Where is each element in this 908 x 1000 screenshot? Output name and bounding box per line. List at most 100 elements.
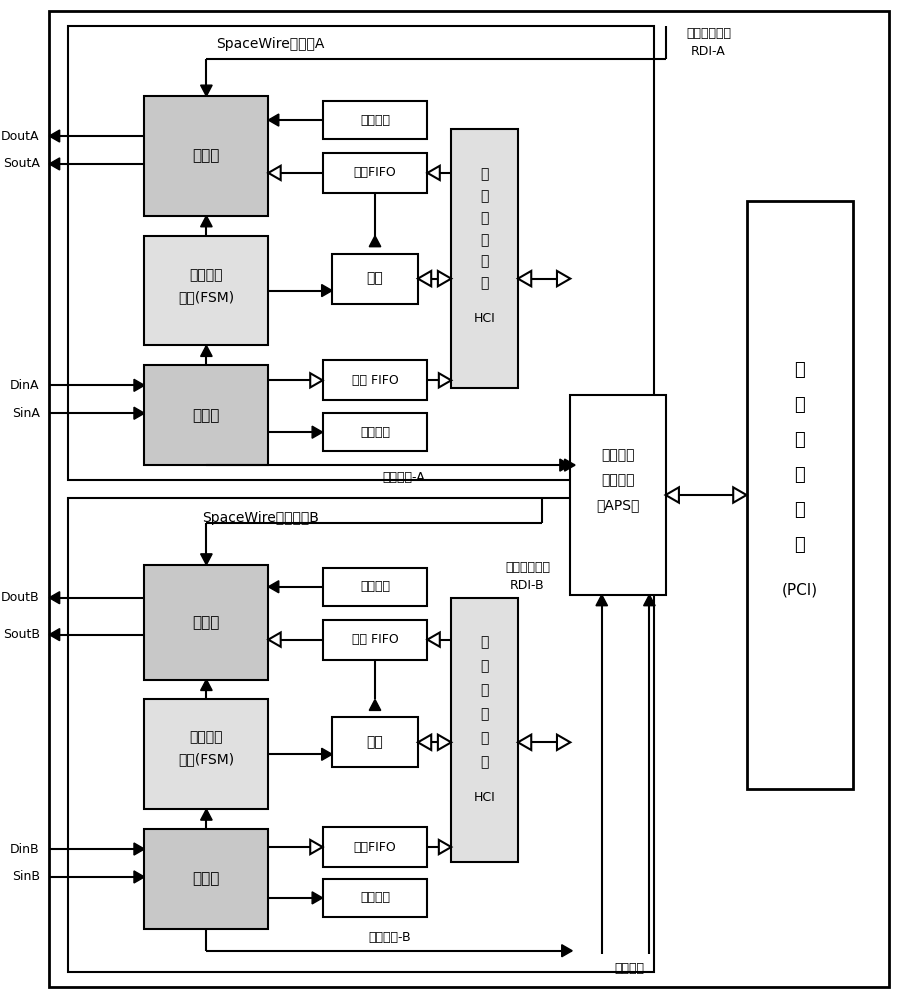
Polygon shape [201,345,212,356]
Polygon shape [49,592,60,604]
Polygon shape [268,114,279,126]
Bar [322,827,428,867]
Bar [144,96,268,216]
Text: RDI-B: RDI-B [510,579,545,592]
Bar [322,153,428,193]
Polygon shape [201,85,212,96]
Polygon shape [268,166,281,180]
Text: 控: 控 [480,683,489,697]
Text: 倒换冗余: 倒换冗余 [601,473,635,487]
Polygon shape [562,945,572,957]
Text: SoutA: SoutA [3,157,40,170]
Polygon shape [312,892,322,904]
Text: 发送机: 发送机 [192,148,220,163]
Polygon shape [438,735,451,750]
Polygon shape [370,699,380,710]
Bar [322,568,428,606]
Text: SpaceWire冗余节点B: SpaceWire冗余节点B [202,511,319,525]
Polygon shape [321,285,332,297]
Polygon shape [201,680,212,690]
Text: 发送机: 发送机 [192,615,220,630]
Polygon shape [560,459,570,471]
Text: （APS）: （APS） [597,498,639,512]
Polygon shape [428,632,439,647]
Text: 制: 制 [480,707,489,721]
Polygon shape [518,271,531,286]
Bar [451,129,518,388]
Text: 接收机: 接收机 [192,871,220,886]
Polygon shape [734,487,746,503]
Polygon shape [312,426,322,438]
Text: 主: 主 [794,361,805,379]
Polygon shape [439,373,451,387]
Polygon shape [418,735,431,750]
Bar [144,365,268,465]
Bar [322,413,428,451]
Text: 态机(FSM): 态机(FSM) [178,752,234,766]
Bar [451,598,518,862]
Text: 远端缺陷标识: 远端缺陷标识 [686,27,731,40]
Polygon shape [134,379,144,391]
Bar [144,829,268,929]
Polygon shape [557,271,570,286]
Polygon shape [201,809,212,820]
Text: DinB: DinB [10,843,40,856]
Polygon shape [134,407,144,419]
Text: 自动保护: 自动保护 [601,448,635,462]
Text: 主: 主 [480,167,489,181]
Text: RDI-A: RDI-A [691,45,725,58]
Bar [570,395,666,595]
Polygon shape [565,459,575,471]
Polygon shape [268,581,279,593]
Text: 控: 控 [480,211,489,225]
Text: 机械开关: 机械开关 [615,962,645,975]
Text: SinA: SinA [12,407,40,420]
Text: 发送FIFO: 发送FIFO [353,166,397,179]
Polygon shape [644,595,656,606]
Text: 制: 制 [480,233,489,247]
Bar [144,699,268,809]
Text: 接收时钟: 接收时钟 [360,891,390,904]
Text: 信号丢失-B: 信号丢失-B [368,931,410,944]
Polygon shape [268,632,281,647]
Text: 口: 口 [794,536,805,554]
Polygon shape [370,236,380,247]
Text: DoutB: DoutB [1,591,40,604]
Bar [322,879,428,917]
Text: 接收机: 接收机 [192,408,220,423]
Text: 机: 机 [794,396,805,414]
Bar [68,498,654,972]
Polygon shape [201,216,212,227]
Polygon shape [201,554,212,565]
Text: 接: 接 [480,731,489,745]
Text: 时钟: 时钟 [367,735,383,749]
Polygon shape [596,595,607,606]
Polygon shape [439,840,451,854]
Polygon shape [321,748,332,760]
Bar [332,254,418,304]
Text: 发送时钟: 发送时钟 [360,114,390,127]
Polygon shape [311,840,322,854]
Polygon shape [518,735,531,750]
Text: 远端缺陷标识: 远端缺陷标识 [505,561,550,574]
Bar [332,717,418,767]
Bar [322,620,428,660]
Text: 接: 接 [794,501,805,519]
Text: 接口主状: 接口主状 [190,730,223,744]
Bar [144,236,268,345]
Text: HCI: HCI [474,791,496,804]
Bar [322,360,428,400]
Text: 接收时钟: 接收时钟 [360,426,390,439]
Polygon shape [134,843,144,855]
Polygon shape [49,629,60,641]
Text: DoutA: DoutA [1,130,40,143]
Bar [322,101,428,139]
Polygon shape [49,158,60,170]
Text: 信号丢失-A: 信号丢失-A [382,471,425,484]
Text: 接收FIFO: 接收FIFO [353,841,397,854]
Text: 控: 控 [794,431,805,449]
Text: (PCI): (PCI) [782,582,818,597]
Text: 制: 制 [794,466,805,484]
Text: 发送时钟: 发送时钟 [360,580,390,593]
Text: 接: 接 [480,255,489,269]
